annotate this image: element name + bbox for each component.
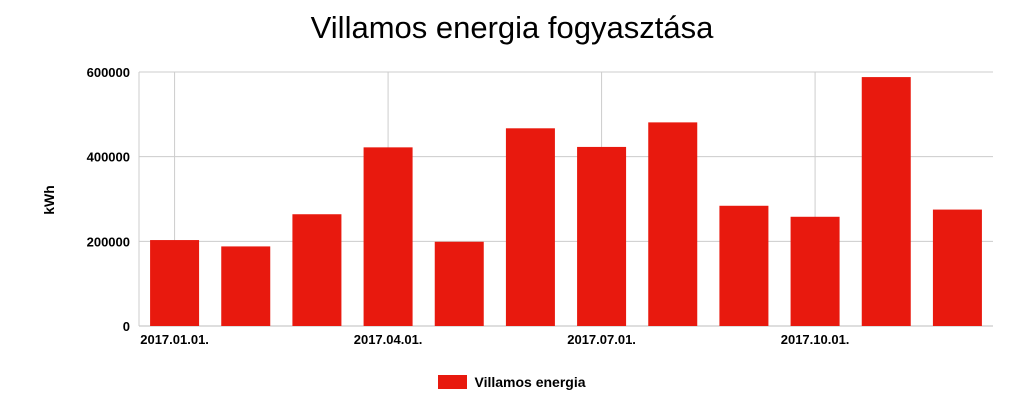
x-tick-label: 2017.04.01. [354, 332, 423, 347]
bar [932, 209, 982, 326]
legend-swatch [438, 375, 468, 389]
chart-title: Villamos energia fogyasztása [310, 10, 714, 45]
y-tick-label: 0 [123, 319, 130, 334]
y-axis-ticks: 0 200000 400000 600000 [87, 65, 130, 334]
y-tick-label: 200000 [87, 234, 130, 249]
x-tick-label: 2017.07.01. [567, 332, 636, 347]
y-axis-label: kWh [41, 185, 57, 215]
x-tick-label: 2017.01.01. [140, 332, 209, 347]
bar [861, 77, 911, 326]
legend-label: Villamos energia [474, 374, 586, 390]
y-tick-label: 400000 [87, 150, 130, 165]
bar [292, 214, 342, 326]
legend: Villamos energia [0, 374, 1024, 390]
y-tick-label: 600000 [87, 65, 130, 80]
bar [434, 241, 484, 326]
bar [719, 205, 769, 326]
grid-lines [138, 71, 993, 327]
bars [150, 77, 982, 326]
bar [505, 128, 555, 326]
bar [648, 122, 698, 326]
x-tick-label: 2017.10.01. [781, 332, 850, 347]
bar [150, 240, 200, 326]
bar [790, 216, 840, 326]
bar [221, 246, 271, 326]
bar [577, 146, 627, 326]
bar [363, 147, 413, 326]
x-axis-ticks: 2017.01.01. 2017.04.01. 2017.07.01. 2017.10… [140, 332, 849, 347]
